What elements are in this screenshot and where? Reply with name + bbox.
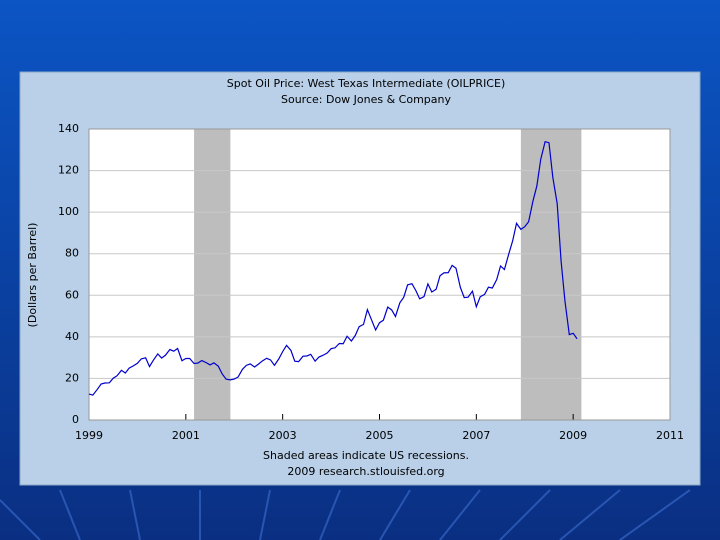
plot-area [89,129,670,420]
plot: 0 20 40 60 80 100 120 140 1999 2001 2003 2005 2007 20… [58,122,684,442]
y-tick-label: 140 [58,122,79,135]
y-tick-label: 120 [58,164,79,177]
decor-lines [0,489,691,540]
y-tick-label: 80 [65,247,79,260]
note: Shaded areas indicate US recessions. [263,449,469,462]
x-tick-label: 1999 [75,429,103,442]
x-tick-label: 2003 [269,429,297,442]
y-tick-label: 100 [58,205,79,218]
price-line [88,140,578,396]
x-tick-label: 2005 [366,429,394,442]
x-tick-label: 2001 [172,429,200,442]
recession-shade [520,129,582,420]
plot-border [88,128,671,421]
x-tick-label: 2009 [559,429,587,442]
y-axis-label: (Dollars per Barrel) [26,223,39,328]
y-tick-label: 40 [65,330,79,343]
x-tick-label: 2007 [462,429,490,442]
chart-subtitle: Source: Dow Jones & Company [281,93,452,106]
x-tick-label: 2011 [656,429,684,442]
chart-title: Spot Oil Price: West Texas Intermediate … [227,77,505,90]
y-tick-label: 0 [72,413,79,426]
recession-shade [194,129,231,420]
y-tick-label: 60 [65,288,79,301]
note: 2009 research.stlouisfed.org [287,465,444,478]
y-tick-label: 20 [65,371,79,384]
